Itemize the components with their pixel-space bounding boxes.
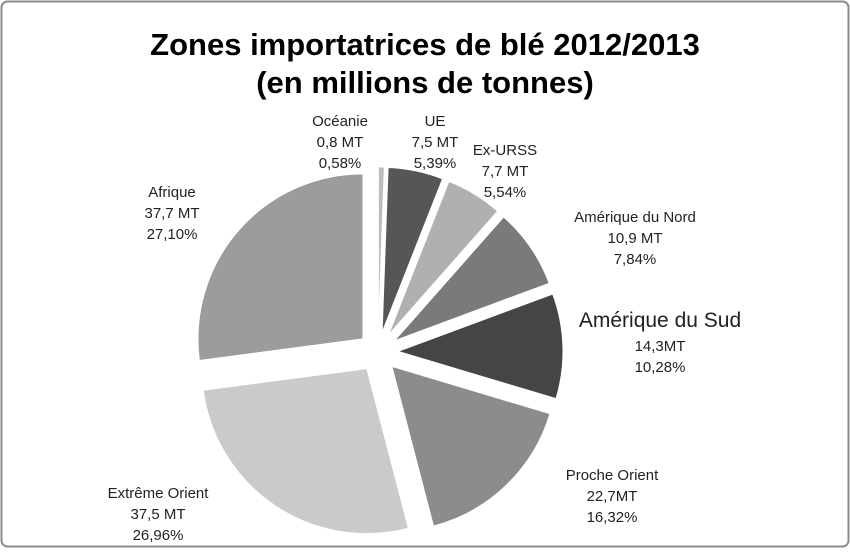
slice-label-name: Afrique xyxy=(148,184,196,201)
slice-label-name: Océanie xyxy=(312,113,368,130)
slice-label-name: Amérique du Sud xyxy=(579,309,741,332)
slice-label-tonnage: 22,7MT xyxy=(587,488,638,505)
slice-label-percent: 5,39% xyxy=(414,155,457,172)
slice-label-percent: 5,54% xyxy=(484,184,527,201)
pie-slice xyxy=(394,216,550,342)
chart-title: Zones importatrices de blé 2012/2013 xyxy=(150,27,700,62)
slice-label-tonnage: 37,7 MT xyxy=(144,205,199,222)
pie-slice xyxy=(381,167,444,333)
slice-label-tonnage: 37,5 MT xyxy=(130,506,185,523)
slice-label-name: Ex-URSS xyxy=(473,142,537,159)
slice-label-percent: 16,32% xyxy=(587,509,638,526)
pie-slice xyxy=(197,173,364,362)
slice-label-percent: 0,58% xyxy=(319,155,362,172)
slice-label-percent: 10,28% xyxy=(635,359,686,376)
chart-subtitle: (en millions de tonnes) xyxy=(256,65,594,100)
pie-slice xyxy=(377,166,385,333)
slice-label-tonnage: 7,7 MT xyxy=(482,163,529,180)
slice-label-tonnage: 7,5 MT xyxy=(412,134,459,151)
pie-slice xyxy=(387,180,499,336)
slice-label-percent: 27,10% xyxy=(147,226,198,243)
slice-label-name: Extrême Orient xyxy=(108,485,210,502)
slice-label-name: Proche Orient xyxy=(566,467,659,484)
slice-label-name: UE xyxy=(425,113,446,130)
slice-label-percent: 7,84% xyxy=(614,251,657,268)
pie-slice xyxy=(391,365,551,527)
slice-label-name: Amérique du Nord xyxy=(574,209,696,226)
slice-label-tonnage: 10,9 MT xyxy=(607,230,662,247)
slice-label-tonnage: 14,3MT xyxy=(635,338,686,355)
slice-label-tonnage: 0,8 MT xyxy=(317,134,364,151)
pie-slice xyxy=(202,368,410,535)
pie-slice xyxy=(396,293,564,400)
slice-label-percent: 26,96% xyxy=(133,527,184,544)
